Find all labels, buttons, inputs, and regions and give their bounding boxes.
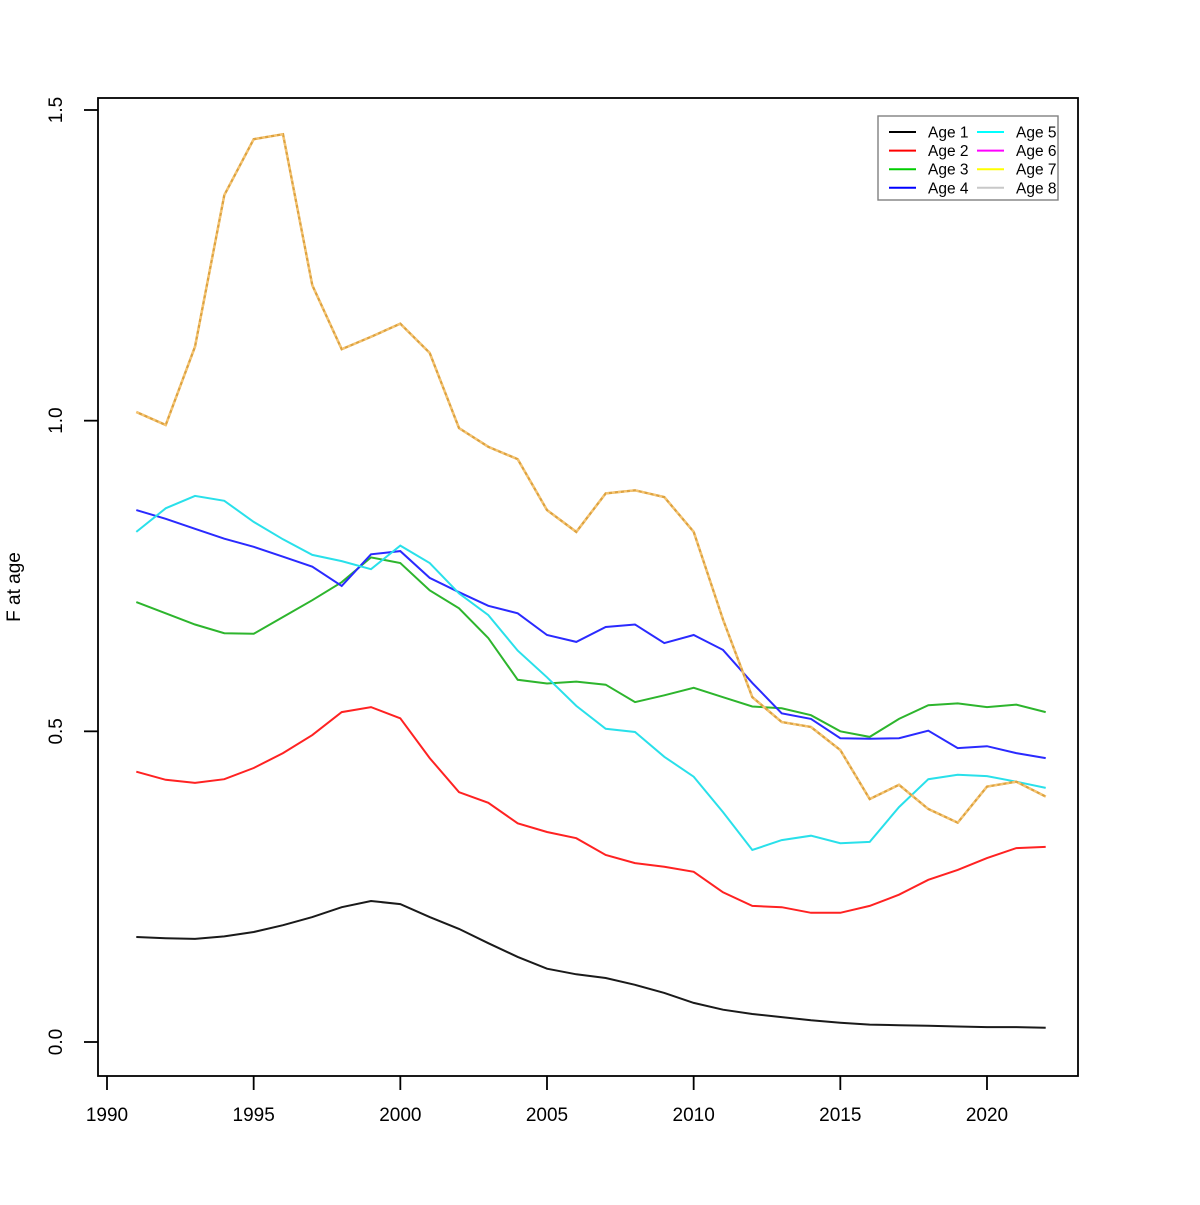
x-tick-label: 2005 (526, 1105, 568, 1126)
series-line-age-1 (136, 899, 1046, 1029)
x-tick-label: 2010 (673, 1105, 715, 1126)
x-tick-label: 2020 (966, 1105, 1008, 1126)
x-tick-label: 2015 (819, 1105, 861, 1126)
y-tick-label: 1.5 (46, 97, 67, 123)
legend-box (877, 115, 1059, 201)
series-line-ages-6-8 (135, 132, 1047, 825)
x-axis: 1990 1995 2000 2005 2010 2015 2020 (86, 1076, 1008, 1126)
plot-box (97, 97, 1079, 1077)
legend-label-3: Age 3 (928, 162, 969, 179)
series-line-ages-6-8-dash (135, 132, 1047, 825)
series-line-age-2 (136, 706, 1046, 914)
series-line-age-4 (136, 509, 1046, 760)
x-tick-label: 1990 (86, 1105, 128, 1126)
legend-label-5: Age 5 (1016, 125, 1057, 142)
y-axis-title: F at age (4, 552, 25, 622)
legend-label-4: Age 4 (928, 180, 969, 197)
y-axis: 0.0 0.5 1.0 1.5 (46, 97, 98, 1055)
series-line-age-5 (135, 494, 1046, 852)
x-tick-label: 2000 (379, 1105, 421, 1126)
legend-label-8: Age 8 (1016, 180, 1057, 197)
legend-label-2: Age 2 (928, 143, 969, 160)
series-line-age-3 (135, 556, 1046, 738)
y-tick-label: 0.5 (46, 718, 67, 744)
plot-border (97, 97, 1079, 1077)
legend-label-7: Age 7 (1016, 162, 1057, 179)
legend-label-6: Age 6 (1016, 143, 1057, 160)
legend-label-1: Age 1 (928, 125, 969, 142)
y-tick-label: 1.0 (46, 407, 67, 433)
series-lines (135, 132, 1047, 1029)
x-tick-label: 1995 (233, 1105, 275, 1126)
y-tick-label: 0.0 (46, 1029, 67, 1055)
